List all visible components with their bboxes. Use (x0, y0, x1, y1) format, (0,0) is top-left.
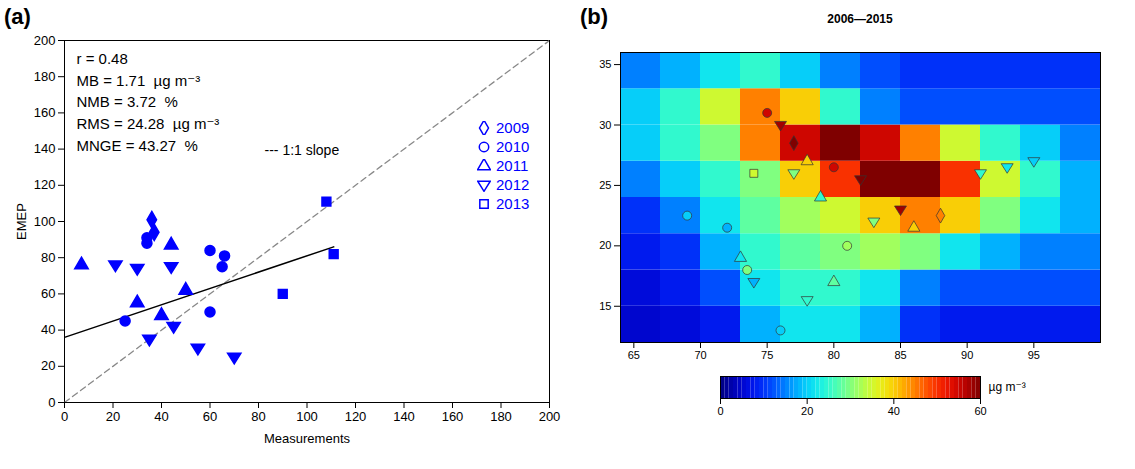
svg-text:160: 160 (442, 409, 464, 424)
svg-text:95: 95 (1028, 349, 1040, 361)
svg-text:180: 180 (34, 69, 56, 84)
svg-text:40: 40 (154, 409, 168, 424)
svg-text:µg m⁻³: µg m⁻³ (989, 380, 1026, 394)
svg-text:80: 80 (828, 349, 840, 361)
svg-text:--- 1:1 slope: --- 1:1 slope (265, 142, 340, 158)
html-text:(b): (b) (580, 4, 609, 29)
svg-text:120: 120 (345, 409, 367, 424)
svg-text:140: 140 (393, 409, 415, 424)
html-text:2009: 2009 (496, 119, 530, 136)
svg-text:180: 180 (490, 409, 512, 424)
svg-text:100: 100 (34, 214, 56, 229)
svg-text:20: 20 (106, 409, 120, 424)
svg-text:0: 0 (61, 409, 68, 424)
svg-text:EMEP: EMEP (14, 203, 29, 240)
svg-text:60: 60 (974, 405, 986, 417)
svg-text:100: 100 (296, 409, 318, 424)
svg-text:90: 90 (961, 349, 973, 361)
svg-text:0: 0 (48, 395, 55, 410)
html-text:2013: 2013 (496, 195, 530, 212)
svg-text:60: 60 (203, 409, 217, 424)
html-text:2010: 2010 (496, 138, 530, 155)
svg-text:0: 0 (717, 405, 723, 417)
svg-text:65: 65 (628, 349, 640, 361)
svg-text:r = 0.48MB = 1.71 µg m⁻³NMB =: r = 0.48MB = 1.71 µg m⁻³NMB = 3.72 %RMS … (77, 50, 220, 154)
svg-text:85: 85 (894, 349, 906, 361)
svg-text:15: 15 (599, 300, 611, 312)
svg-text:Measurements: Measurements (264, 431, 350, 446)
svg-text:30: 30 (599, 119, 611, 131)
svg-text:35: 35 (599, 58, 611, 70)
html-text:2011: 2011 (496, 157, 529, 174)
html-text:(a): (a) (4, 4, 31, 29)
svg-text:80: 80 (251, 409, 265, 424)
svg-text:40: 40 (888, 405, 900, 417)
svg-text:120: 120 (34, 177, 56, 192)
svg-text:200: 200 (539, 409, 561, 424)
html-text:2006—2015: 2006—2015 (827, 12, 893, 26)
svg-text:80: 80 (41, 250, 55, 265)
svg-text:20: 20 (599, 239, 611, 251)
svg-text:20: 20 (801, 405, 813, 417)
svg-text:20: 20 (41, 358, 55, 373)
svg-text:200: 200 (34, 33, 56, 48)
svg-text:140: 140 (34, 141, 56, 156)
svg-text:75: 75 (761, 349, 773, 361)
svg-text:60: 60 (41, 286, 55, 301)
svg-text:70: 70 (694, 349, 706, 361)
svg-text:25: 25 (599, 179, 611, 191)
svg-text:160: 160 (34, 105, 56, 120)
html-text:2012: 2012 (496, 176, 530, 193)
svg-text:40: 40 (41, 322, 55, 337)
